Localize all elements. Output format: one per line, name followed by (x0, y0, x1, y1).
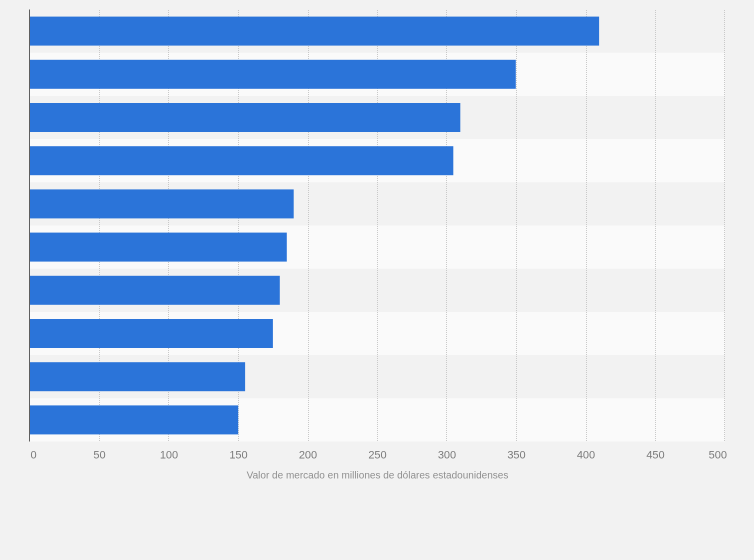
svg-text:0: 0 (31, 450, 37, 462)
svg-text:300: 300 (438, 450, 456, 462)
svg-text:150: 150 (229, 450, 247, 462)
svg-text:400: 400 (577, 450, 595, 462)
svg-text:50: 50 (93, 450, 105, 462)
svg-text:100: 100 (160, 450, 178, 462)
svg-text:450: 450 (646, 450, 664, 462)
svg-text:350: 350 (507, 450, 525, 462)
svg-text:200: 200 (299, 450, 317, 462)
svg-text:250: 250 (368, 450, 386, 462)
svg-text:500: 500 (709, 450, 727, 462)
svg-text:Valor de mercado en milliones: Valor de mercado en milliones de dólares… (247, 471, 509, 482)
